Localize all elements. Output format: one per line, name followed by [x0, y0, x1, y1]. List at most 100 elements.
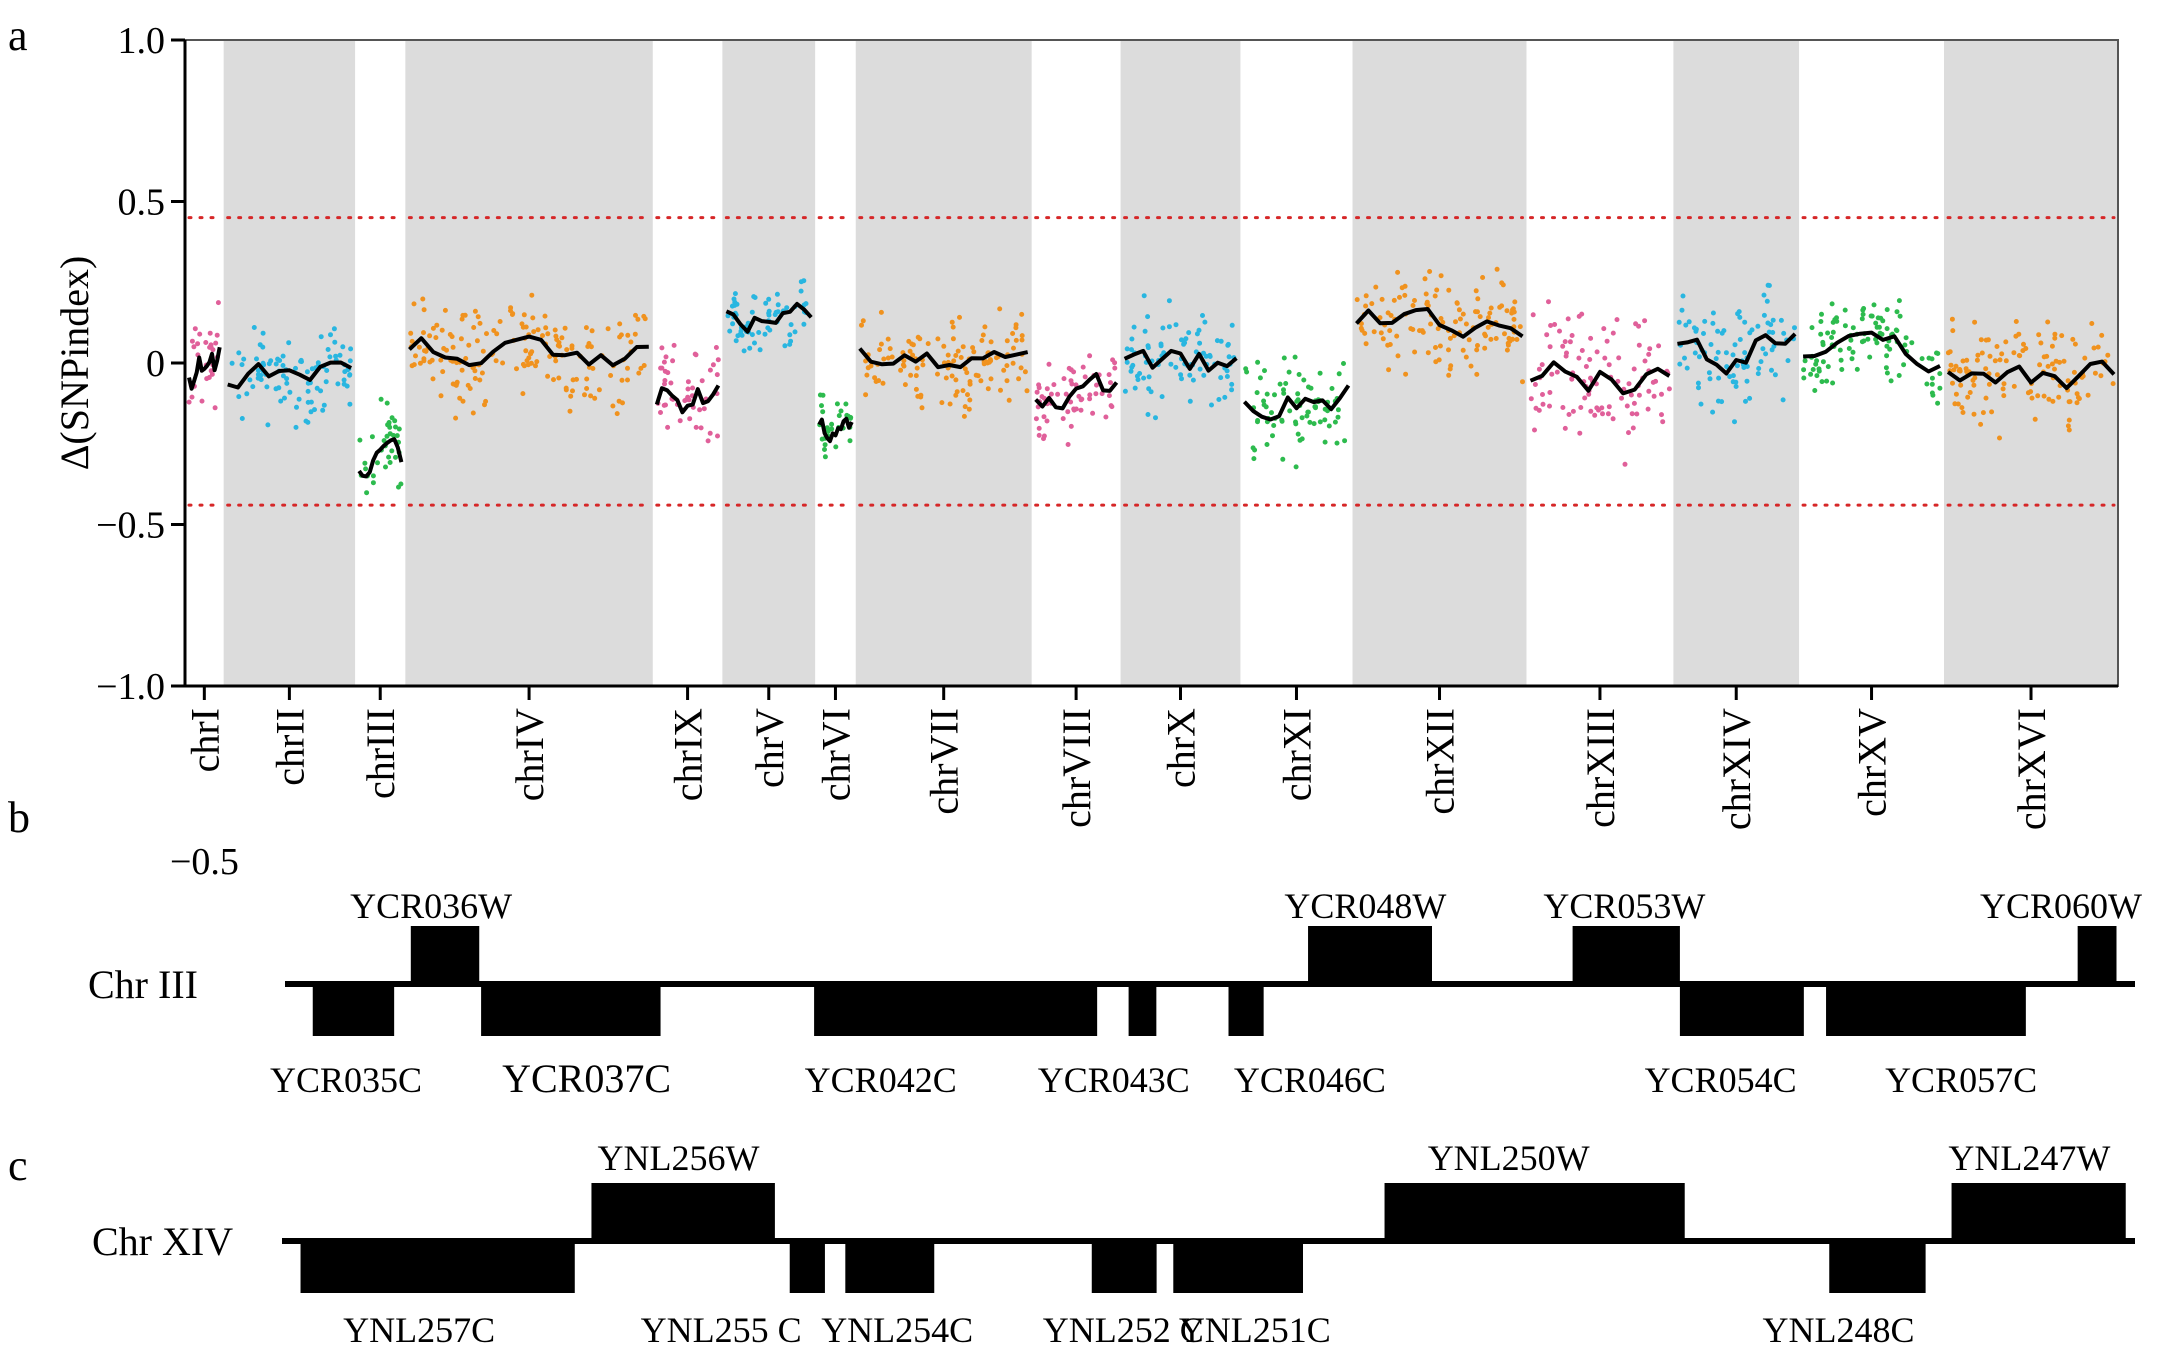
gene-ycr057c: [1826, 984, 2026, 1036]
gene-label-ycr043c: YCR043C: [1038, 1060, 1190, 1100]
gene-label-ynl251c: YNL251C: [1179, 1310, 1331, 1350]
gene-label-ycr054c: YCR054C: [1645, 1060, 1797, 1100]
gene-ycr042c: [814, 984, 1098, 1036]
gene-label-ynl256w: YNL256W: [598, 1138, 760, 1178]
panel-label-b: b: [8, 793, 30, 842]
trend-line-chrXIV: [1677, 332, 1797, 376]
gene-ycr053w: [1572, 926, 1680, 984]
gene-ycr048w: [1308, 926, 1432, 984]
gene-label-ycr053w: YCR053W: [1543, 886, 1705, 926]
trend-line-chrVII: [858, 347, 1029, 370]
gene-label-ycr037c: YCR037C: [502, 1056, 671, 1101]
x-tick-label-chrXV: chrXV: [1850, 708, 1895, 817]
trend-line-chrXVI: [1946, 359, 2116, 391]
gene-ycr043c: [1128, 984, 1157, 1036]
gene-ycr036w: [410, 926, 480, 984]
gene-label-ycr048w: YCR048W: [1284, 886, 1446, 926]
gene-ynl252c: [1091, 1241, 1157, 1293]
snp-points-chrVII: [859, 306, 1030, 419]
panel-label-a: a: [8, 11, 28, 60]
gene-label-ynl252c: YNL252 C: [1043, 1310, 1204, 1350]
chromosome-labels: chrI chrII chrIII chrIV chrIX chrV chrVI chrVII…: [182, 708, 2054, 830]
panel-label-c: c: [8, 1141, 28, 1190]
gene-label-ynl247w: YNL247W: [1948, 1138, 2110, 1178]
trend-line-chrIX: [654, 384, 721, 415]
gene-label-ynl257c: YNL257C: [343, 1310, 495, 1350]
x-tick-label-chrXII: chrXII: [1418, 708, 1463, 815]
gene-label-ycr042c: YCR042C: [805, 1060, 957, 1100]
gene-ycr054c: [1679, 984, 1804, 1036]
trend-line-chrXI: [1242, 384, 1351, 422]
x-tick-label-chrIV: chrIV: [507, 708, 552, 801]
trend-line-chrXIII: [1529, 360, 1671, 396]
snp-points-chrXVI: [1945, 316, 2116, 441]
trend-line-chrII: [227, 360, 353, 390]
gene-label-ynl250w: YNL250W: [1428, 1138, 1590, 1178]
x-tick-label-chrVI: chrVI: [813, 708, 858, 801]
gene-ynl247w: [1951, 1183, 2126, 1241]
x-tick-label-chrVIII: chrVIII: [1054, 708, 1099, 828]
y-tick-label-0: 1.0: [118, 20, 166, 62]
gene-ycr060w: [2077, 926, 2117, 984]
x-tick-label-chrX: chrX: [1158, 708, 1203, 788]
threshold-lines: [187, 216, 2116, 507]
gene-label-ycr036w: YCR036W: [350, 886, 512, 926]
snp-points-chrXI: [1243, 354, 1348, 470]
gene-map-scale-label: −0.5: [170, 841, 239, 883]
shade-chrXII: [1352, 40, 1527, 686]
trend-lines: [187, 301, 2116, 479]
gene-label-ynl254c: YNL254C: [821, 1310, 973, 1350]
gene-label-ycr057c: YCR057C: [1885, 1060, 2037, 1100]
y-axis-label: Δ(SNPindex): [52, 256, 97, 471]
gene-label-ynl248c: YNL248C: [1763, 1310, 1915, 1350]
trend-line-chrX: [1123, 348, 1238, 373]
x-tick-label-chrIII: chrIII: [358, 708, 403, 799]
shade-chrV: [722, 40, 816, 686]
snp-points-chrXIII: [1528, 299, 1672, 467]
gene-ynl256w: [591, 1183, 775, 1241]
y-tick-label-3: −0.5: [96, 505, 165, 547]
gene-label-ycr046c: YCR046C: [1234, 1060, 1386, 1100]
x-tick-label-chrI: chrI: [182, 708, 227, 772]
gene-ycr046c: [1228, 984, 1264, 1036]
plot-axes: 1.0 0.5 0 −0.5 −1.0: [96, 20, 2119, 708]
trend-line-chrXII: [1355, 307, 1524, 339]
gene-label-ynl255c: YNL255 C: [641, 1310, 802, 1350]
gene-ynl257c: [300, 1241, 575, 1293]
gene-map-label-b: Chr III: [88, 962, 198, 1007]
gene-ynl255c: [789, 1241, 825, 1293]
trend-line-chrIII: [357, 437, 404, 479]
trend-line-chrVIII: [1034, 372, 1119, 411]
gene-ynl248c: [1829, 1241, 1926, 1293]
gene-map-chr-xiv: Chr XIV YNL257C YNL256W YNL255 C YNL254C YNL2…: [92, 1138, 2135, 1350]
x-tick-label-chrXVI: chrXVI: [2009, 708, 2054, 830]
chromosome-shading: [223, 40, 2118, 686]
trend-line-chrV: [725, 301, 813, 334]
gene-ycr035c: [312, 984, 395, 1036]
x-tick-label-chrXI: chrXI: [1274, 708, 1319, 801]
gene-map-chr-iii: Chr III −0.5 YCR035C YCR036W YCR037C YCR042C Y…: [88, 841, 2142, 1101]
trend-line-chrIV: [408, 334, 649, 368]
trend-line-chrI: [187, 346, 222, 391]
y-tick-label-4: −1.0: [96, 666, 165, 708]
x-tick-label-chrIX: chrIX: [666, 708, 711, 801]
gene-label-ycr060w: YCR060W: [1980, 886, 2142, 926]
x-tick-label-chrV: chrV: [747, 708, 792, 788]
gene-ycr037c: [481, 984, 661, 1036]
gene-ynl250w: [1384, 1183, 1685, 1241]
x-tick-label-chrVII: chrVII: [922, 708, 967, 815]
y-tick-label-2: 0: [146, 343, 165, 385]
gene-map-label-c: Chr XIV: [92, 1219, 233, 1264]
gene-ynl251c: [1173, 1241, 1304, 1293]
x-tick-label-chrXIV: chrXIV: [1714, 708, 1759, 830]
gene-ynl254c: [845, 1241, 935, 1293]
snp-points-chrXIV: [1676, 282, 1797, 425]
gene-label-ycr035c: YCR035C: [270, 1060, 422, 1100]
snp-points-chrIX: [655, 342, 721, 444]
x-tick-label-chrXIII: chrXIII: [1578, 708, 1623, 828]
trend-line-chrXV: [1803, 330, 1941, 374]
x-tick-label-chrII: chrII: [267, 708, 312, 786]
snp-points: [186, 266, 2116, 496]
snp-points-chrIII: [357, 396, 404, 496]
